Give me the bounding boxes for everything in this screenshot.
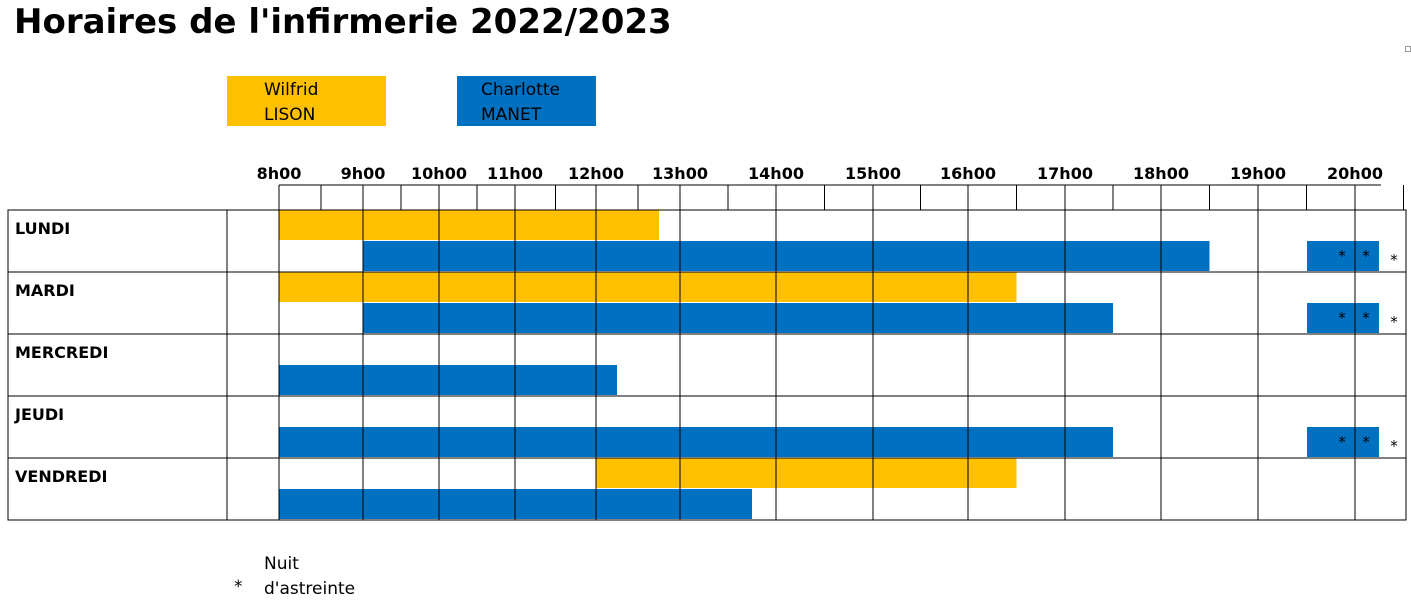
night-duty-outer-mark: * bbox=[1390, 251, 1398, 269]
bar-wilfrid bbox=[279, 272, 1017, 302]
night-duty-outer-mark: * bbox=[1390, 437, 1398, 455]
night-duty-block bbox=[1307, 241, 1379, 271]
hour-label: 15h00 bbox=[845, 164, 901, 183]
footnote-symbol: * bbox=[234, 577, 243, 597]
hour-label: 9h00 bbox=[341, 164, 386, 183]
day-label: MERCREDI bbox=[15, 343, 108, 362]
night-duty-mark: * bbox=[1362, 433, 1370, 451]
night-duty-mark: * bbox=[1338, 433, 1346, 451]
legend-wilfrid: Wilfrid LISON bbox=[227, 76, 386, 126]
legend-charlotte-label: Charlotte MANET bbox=[481, 78, 560, 128]
hour-label: 16h00 bbox=[940, 164, 996, 183]
schedule-chart: 8h00 9h00 10h00 11h00 12h00 13h00 14h00 15h00 16… bbox=[7, 164, 1407, 521]
bar-charlotte bbox=[279, 365, 617, 395]
hour-label: 20h00 bbox=[1327, 164, 1383, 183]
legend-charlotte-last-name: MANET bbox=[481, 105, 542, 125]
night-duty-block bbox=[1307, 303, 1379, 333]
legend-charlotte: Charlotte MANET bbox=[457, 76, 596, 126]
bar-charlotte bbox=[363, 241, 1210, 271]
day-label: VENDREDI bbox=[15, 467, 107, 486]
hour-label: 10h00 bbox=[411, 164, 467, 183]
footnote-text: Nuit d'astreinte bbox=[264, 552, 355, 602]
hour-label: 18h00 bbox=[1133, 164, 1189, 183]
hour-label: 11h00 bbox=[487, 164, 543, 183]
bar-charlotte bbox=[279, 427, 1113, 457]
bar-wilfrid bbox=[279, 210, 659, 240]
hour-label: 14h00 bbox=[748, 164, 804, 183]
legend-charlotte-first-name: Charlotte bbox=[481, 80, 560, 100]
hour-label: 13h00 bbox=[652, 164, 708, 183]
night-duty-mark: * bbox=[1362, 309, 1370, 327]
legend-wilfrid-last-name: LISON bbox=[264, 105, 316, 125]
hour-label: 8h00 bbox=[257, 164, 302, 183]
day-label: LUNDI bbox=[15, 219, 70, 238]
day-label: MARDI bbox=[15, 281, 75, 300]
night-duty-outer-mark: * bbox=[1390, 313, 1398, 331]
night-duty-block bbox=[1307, 427, 1379, 457]
day-label: JEUDI bbox=[14, 405, 64, 424]
night-duty-mark: * bbox=[1338, 309, 1346, 327]
footnote-line2: d'astreinte bbox=[264, 579, 356, 599]
hour-label: 19h00 bbox=[1230, 164, 1286, 183]
night-duty-mark: * bbox=[1362, 247, 1370, 265]
footnote-line1: Nuit bbox=[264, 554, 299, 574]
night-duty-mark: * bbox=[1338, 247, 1346, 265]
hour-label: 12h00 bbox=[568, 164, 624, 183]
bar-charlotte bbox=[363, 303, 1113, 333]
legend-wilfrid-first-name: Wilfrid bbox=[264, 80, 319, 100]
hour-label: 17h00 bbox=[1037, 164, 1093, 183]
bar-wilfrid bbox=[596, 458, 1017, 488]
legend-wilfrid-label: Wilfrid LISON bbox=[264, 78, 318, 128]
table-border bbox=[7, 209, 1407, 521]
page-title: Horaires de l'infirmerie 2022/2023 bbox=[14, 2, 672, 42]
